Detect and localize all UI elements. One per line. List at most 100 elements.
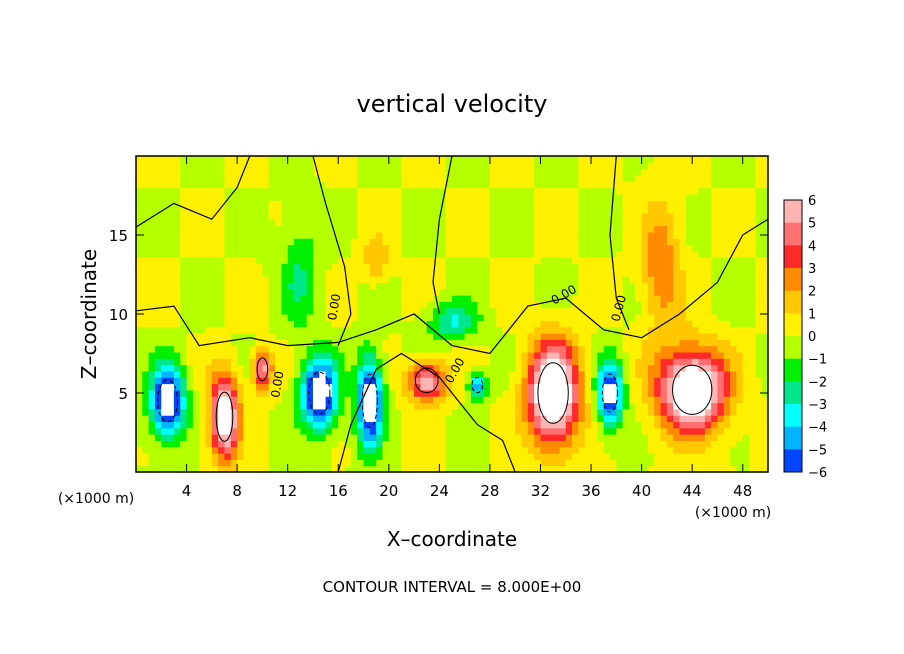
field-cell [230,307,238,315]
field-cell [148,257,156,265]
field-cell [508,402,516,410]
field-cell [319,383,327,391]
field-cell [395,396,403,404]
field-cell [186,219,194,227]
field-cell [464,383,472,391]
field-cell [426,434,434,441]
field-cell [515,364,523,372]
field-cell [578,427,586,435]
field-cell [306,434,314,441]
field-cell [433,257,440,265]
field-cell [388,408,396,416]
field-cell [142,269,150,277]
field-cell [616,383,624,391]
field-cell [673,307,681,315]
field-cell [262,351,270,359]
field-cell [357,219,365,227]
field-cell [736,332,744,340]
field-cell [692,377,700,385]
field-cell [395,181,403,189]
field-cell [496,446,504,454]
field-cell [136,282,143,290]
field-cell [685,238,693,246]
field-cell [742,434,750,441]
field-cell [515,465,523,472]
field-cell [369,345,377,353]
field-cell [565,459,573,467]
field-cell [199,193,207,201]
field-cell [521,307,529,315]
field-cell [761,351,768,359]
field-cell [192,193,200,201]
field-cell [458,295,466,302]
field-cell [546,282,554,290]
field-cell [660,250,668,258]
field-cell [565,187,573,195]
field-cell [698,168,706,176]
field-cell [496,465,504,472]
field-cell [546,269,554,277]
field-cell [173,389,181,397]
field-cell [243,345,251,353]
field-cell [660,156,668,163]
field-cell [167,187,175,195]
field-cell [199,364,207,372]
field-cell [186,421,194,429]
field-cell [698,263,706,271]
field-cell [363,295,371,302]
field-cell [572,225,579,233]
field-cell [452,257,459,265]
field-cell [243,269,251,277]
field-cell [287,250,295,258]
field-cell [262,314,270,321]
field-cell [452,453,459,460]
field-cell [736,193,744,201]
field-cell [420,465,428,472]
field-cell [312,332,320,340]
field-cell [755,415,763,423]
field-cell [755,396,763,404]
field-cell [502,231,510,239]
field-cell [704,301,712,309]
field-cell [534,257,542,265]
field-cell [616,162,624,170]
field-cell [445,332,453,340]
field-cell [673,231,681,239]
field-cell [685,282,693,290]
field-cell [610,244,617,252]
field-cell [331,332,339,340]
field-cell [616,225,624,233]
field-cell [660,383,668,391]
field-cell [199,351,207,359]
field-cell [433,162,440,170]
field-cell [414,200,421,208]
field-cell [508,212,516,220]
field-cell [578,282,586,290]
field-cell [218,326,226,334]
field-cell [673,156,681,163]
field-cell [496,181,504,189]
field-cell [521,257,529,265]
field-cell [268,370,276,378]
field-cell [654,440,662,448]
field-cell [325,332,333,340]
field-cell [610,282,617,290]
field-cell [319,244,327,252]
field-cell [243,212,251,220]
field-cell [154,358,162,366]
field-cell [502,200,510,208]
field-cell [312,446,320,454]
field-cell [256,212,263,220]
field-cell [401,358,409,366]
field-cell [363,415,371,423]
field-cell [470,465,478,472]
field-cell [628,440,636,448]
field-cell [148,307,156,315]
field-cell [199,282,207,290]
field-cell [546,402,554,410]
field-cell [477,314,485,321]
field-cell [268,377,276,385]
field-cell [331,244,339,252]
field-cell [660,339,668,347]
field-cell [199,187,207,195]
